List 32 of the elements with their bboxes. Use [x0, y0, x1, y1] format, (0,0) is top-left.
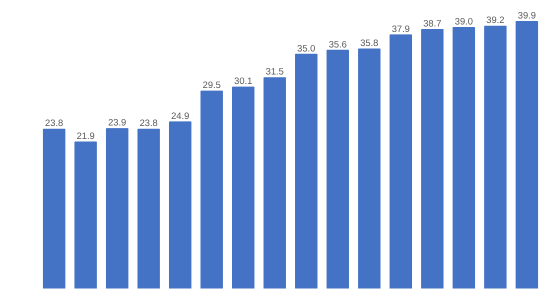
data-label: 23.8 [140, 118, 158, 128]
data-label: 23.8 [45, 118, 64, 128]
data-label: 23.9 [108, 118, 126, 128]
data-label: 21.9 [76, 130, 95, 141]
bar [232, 86, 254, 288]
bar [295, 54, 318, 288]
bar [42, 128, 66, 288]
data-label: 39.9 [518, 10, 536, 21]
bar [200, 90, 223, 288]
bar [390, 34, 412, 288]
bar [326, 50, 349, 288]
data-label: 35.8 [360, 38, 378, 48]
data-label: 37.9 [392, 24, 410, 34]
data-label: 29.5 [202, 80, 221, 90]
data-label: 35.6 [328, 39, 347, 50]
data-label: 30.1 [234, 76, 252, 86]
bar [264, 77, 286, 288]
data-label: 35.0 [297, 43, 316, 54]
bar [484, 26, 507, 288]
data-label: 39.2 [486, 15, 504, 26]
bar [358, 48, 381, 288]
data-label: 39.0 [454, 16, 473, 27]
data-label: 38.7 [423, 18, 442, 29]
bar [74, 141, 97, 288]
bar [452, 27, 476, 288]
bar [421, 29, 444, 288]
bar [106, 128, 128, 288]
data-label: 24.9 [171, 110, 190, 121]
bar [168, 121, 192, 288]
bar [137, 128, 160, 288]
bar [516, 21, 538, 288]
data-label: 31.5 [266, 66, 284, 77]
